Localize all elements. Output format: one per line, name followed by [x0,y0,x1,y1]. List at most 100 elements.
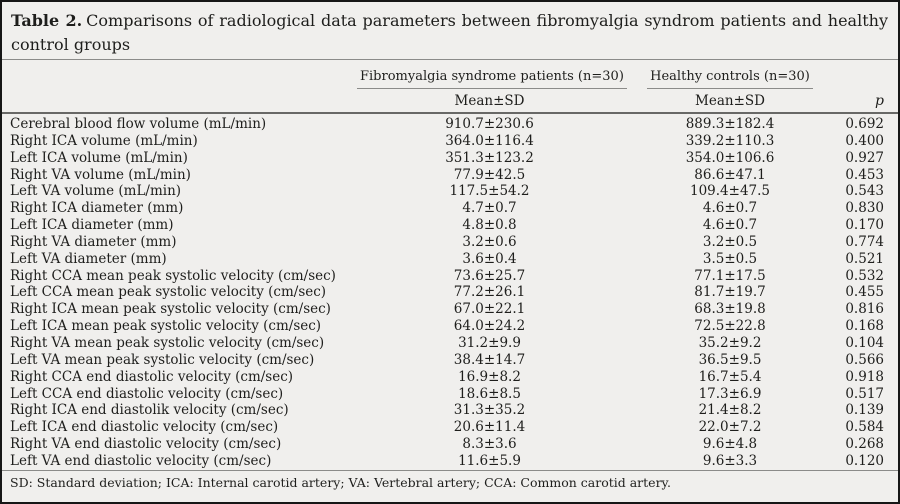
divider-below-title [2,59,898,60]
p-value-cell: 0.139 [845,402,884,419]
fibromyalgia-value-cell: 8.3±3.6 [462,436,517,453]
controls-value-cell: 86.6±47.1 [694,166,766,183]
parameter-cell: Cerebral blood flow volume (mL/min) [10,116,267,132]
fibromyalgia-value-cell: 3.2±0.6 [462,233,517,250]
p-value-cell: 0.774 [845,233,884,250]
fibromyalgia-value-cell: 4.8±0.8 [462,217,517,234]
controls-value-cell: 17.3±6.9 [698,385,762,402]
table-row: Right VA diameter (mm) 3.2±0.6 3.2±0.5 0… [2,234,898,251]
controls-value-cell: 81.7±19.7 [694,284,766,301]
fibromyalgia-value-cell: 77.2±26.1 [453,284,526,301]
p-value-cell: 0.543 [845,183,884,200]
table-row: Left ICA mean peak systolic velocity (cm… [2,318,898,335]
controls-value-cell: 109.4±47.5 [689,183,771,200]
fibromyalgia-value-cell: 351.3±123.2 [445,149,534,166]
p-value-cell: 0.584 [845,419,884,436]
controls-value-cell: 889.3±182.4 [685,116,775,132]
table-row: Right ICA diameter (mm) 4.7±0.7 4.6±0.7 … [2,200,898,217]
parameter-cell: Right CCA end diastolic velocity (cm/sec… [10,368,294,385]
controls-value-cell: 3.2±0.5 [702,233,758,250]
parameter-cell: Right ICA volume (mL/min) [10,132,198,149]
parameter-cell: Right VA mean peak systolic velocity (cm… [10,334,325,351]
controls-value-cell: 3.5±0.5 [702,250,758,267]
controls-value-cell: 68.3±19.8 [694,301,766,318]
table-row: Right VA mean peak systolic velocity (cm… [2,335,898,352]
controls-value-cell: 72.5±22.8 [694,318,766,335]
fibromyalgia-value-cell: 20.6±11.4 [453,419,526,436]
table-row: Right ICA end diastolik velocity (cm/sec… [2,402,898,419]
parameter-cell: Left VA mean peak systolic velocity (cm/… [10,351,315,368]
subheader-mean-sd-controls: Mean±SD [695,92,765,109]
parameter-cell: Left VA end diastolic velocity (cm/sec) [10,452,272,469]
controls-value-cell: 4.6±0.7 [702,200,758,217]
table-row: Left VA diameter (mm) 3.6±0.4 3.5±0.5 0.… [2,251,898,268]
table-header: Fibromyalgia syndrome patients (n=30) He… [2,60,898,112]
p-value-cell: 0.830 [845,200,884,217]
table-row: Left VA volume (mL/min) 117.5±54.2 109.4… [2,183,898,200]
group-header-row: Fibromyalgia syndrome patients (n=30) He… [2,63,898,89]
controls-value-cell: 339.2±110.3 [685,132,775,149]
fibromyalgia-value-cell: 16.9±8.2 [458,368,521,385]
group-header-fibromyalgia: Fibromyalgia syndrome patients (n=30) [357,65,627,89]
controls-value-cell: 35.2±9.2 [698,334,762,351]
table-title-label: Table 2. [11,11,83,30]
subheader-row: Mean±SD Mean±SD p [2,89,898,112]
fibromyalgia-value-cell: 64.0±24.2 [453,318,526,335]
parameter-cell: Left ICA mean peak systolic velocity (cm… [10,318,322,335]
divider-above-footnote [2,470,898,471]
table-row: Right CCA mean peak systolic velocity (c… [2,268,898,285]
controls-value-cell: 4.6±0.7 [702,217,758,234]
fibromyalgia-value-cell: 3.6±0.4 [462,250,517,267]
table-row: Left CCA mean peak systolic velocity (cm… [2,284,898,301]
table-row: Left ICA diameter (mm) 4.8±0.8 4.6±0.7 0… [2,217,898,234]
parameter-cell: Left CCA end diastolic velocity (cm/sec) [10,385,284,402]
p-value-cell: 0.268 [845,436,884,453]
controls-value-cell: 9.6±3.3 [702,452,758,469]
controls-value-cell: 36.5±9.5 [698,351,762,368]
p-value-cell: 0.521 [845,250,884,267]
fibromyalgia-value-cell: 4.7±0.7 [462,200,517,217]
table-footnote: SD: Standard deviation; ICA: Internal ca… [10,475,671,490]
p-value-cell: 0.400 [845,132,884,149]
fibromyalgia-value-cell: 364.0±116.4 [445,132,534,149]
p-value-cell: 0.918 [845,368,884,385]
table-row: Left CCA end diastolic velocity (cm/sec)… [2,386,898,403]
table-row: Cerebral blood flow volume (mL/min) 910.… [2,116,898,133]
p-value-cell: 0.927 [845,149,884,166]
table-row: Right VA end diastolic velocity (cm/sec)… [2,436,898,453]
fibromyalgia-value-cell: 31.2±9.9 [458,334,521,351]
fibromyalgia-value-cell: 31.3±35.2 [453,402,526,419]
subheader-mean-sd-fibromyalgia: Mean±SD [454,92,525,109]
p-value-cell: 0.120 [845,452,884,469]
controls-value-cell: 22.0±7.2 [698,419,762,436]
table-title-text: Comparisons of radiological data paramet… [11,11,888,54]
table-row: Left VA end diastolic velocity (cm/sec) … [2,453,898,470]
table-row: Left VA mean peak systolic velocity (cm/… [2,352,898,369]
controls-value-cell: 9.6±4.8 [702,436,758,453]
p-column-header: p [875,92,884,109]
p-value-cell: 0.455 [845,284,884,301]
fibromyalgia-value-cell: 11.6±5.9 [458,452,521,469]
group-header-fibromyalgia-label: Fibromyalgia syndrome patients (n=30) [357,68,627,89]
parameter-cell: Left ICA end diastolic velocity (cm/sec) [10,419,279,436]
parameter-cell: Right ICA diameter (mm) [10,200,184,217]
parameter-cell: Right VA end diastolic velocity (cm/sec) [10,436,282,453]
fibromyalgia-value-cell: 910.7±230.6 [445,116,534,132]
controls-value-cell: 354.0±106.6 [685,149,775,166]
p-value-cell: 0.168 [845,318,884,335]
table-row: Right ICA mean peak systolic velocity (c… [2,301,898,318]
p-value-cell: 0.170 [845,217,884,234]
table-row: Left ICA end diastolic velocity (cm/sec)… [2,419,898,436]
p-value-cell: 0.692 [845,116,884,132]
parameter-cell: Right ICA end diastolik velocity (cm/sec… [10,402,289,419]
divider-below-header [2,112,898,114]
group-header-controls: Healthy controls (n=30) [622,65,838,89]
parameter-cell: Right VA diameter (mm) [10,233,177,250]
table-row: Right VA volume (mL/min) 77.9±42.5 86.6±… [2,167,898,184]
fibromyalgia-value-cell: 67.0±22.1 [453,301,526,318]
controls-value-cell: 16.7±5.4 [698,368,762,385]
fibromyalgia-value-cell: 18.6±8.5 [458,385,521,402]
parameter-cell: Left ICA diameter (mm) [10,217,174,234]
parameter-cell: Right CCA mean peak systolic velocity (c… [10,267,336,284]
fibromyalgia-value-cell: 77.9±42.5 [453,166,526,183]
